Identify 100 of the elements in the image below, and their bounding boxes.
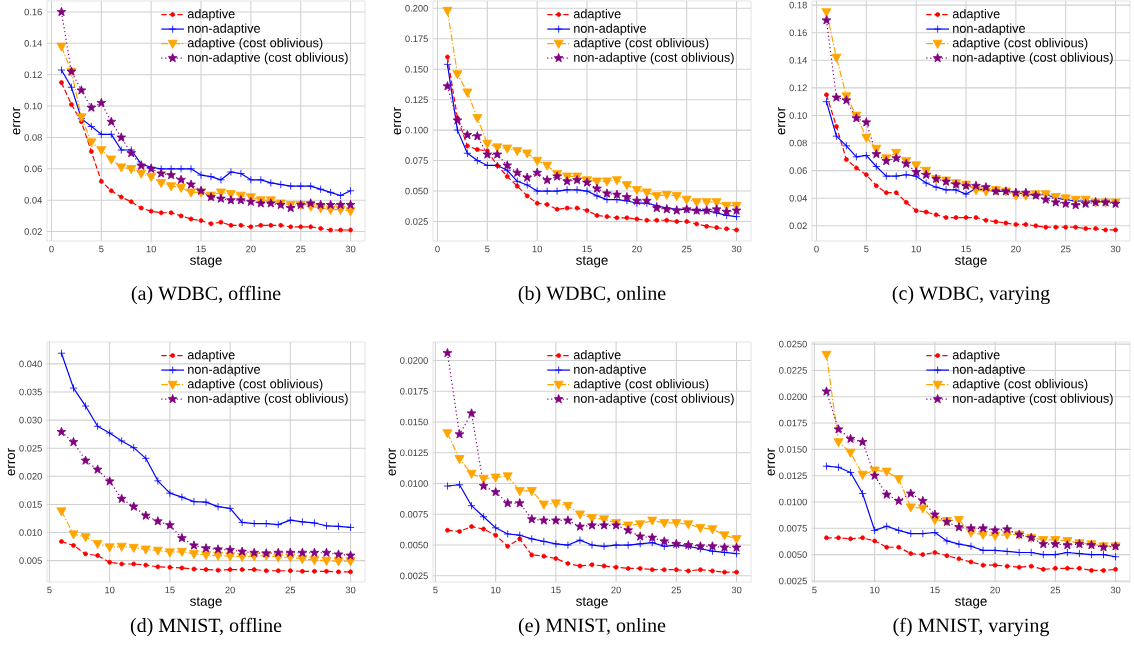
x-tick-label: 10 [105,586,115,594]
y-tick-label: 0.04 [24,196,43,204]
x-axis-title: stage [955,256,987,268]
x-tick-label: 30 [1110,245,1121,253]
x-tick-label: 20 [611,586,621,594]
y-axis-title: error [767,448,775,476]
text: (b) WDBC, online [518,285,666,305]
y-tick-label: 0.005 [19,557,42,564]
x-tick-label: 15 [930,586,940,594]
legend-label: adaptive [187,8,235,21]
x-tick-label: 20 [990,586,1000,594]
legend-label: non-adaptive [953,23,1025,36]
y-tick-label: 0.0100 [779,498,807,506]
x-axis-title: stage [190,597,222,609]
legend-label: non-adaptive [574,23,646,36]
y-tick-label: 0.0200 [779,393,807,401]
x-tick-label: 10 [911,245,922,253]
x-tick-label: 25 [1060,245,1071,253]
legend-label: adaptive [573,8,621,21]
x-tick-label: 30 [345,586,356,594]
y-tick-label: 0.020 [19,473,42,480]
legend-label: adaptive (cost oblivious) [952,379,1088,391]
y-tick-label: 0.030 [19,416,42,424]
x-tick-label: 15 [551,586,561,594]
x-tick-label: 30 [1110,586,1121,594]
x-tick-label: 15 [961,245,971,253]
x-tick-label: 10 [146,245,157,253]
x-tick-label: 25 [295,245,306,253]
text: (f) MNIST, varying [893,617,1050,637]
y-tick-label: 0.0200 [400,357,428,364]
x-tick-label: 30 [731,245,742,253]
x-tick-label: 10 [491,586,501,594]
y-tick-label: 0.010 [19,529,42,536]
legend-label: adaptive (cost oblivious) [187,379,323,391]
text: (a) WDBC, offline [131,285,281,305]
x-tick-label: 15 [196,245,206,253]
y-tick-label: 0.08 [24,134,42,141]
y-tick-label: 0.015 [19,501,42,508]
y-tick-label: 0.16 [24,8,42,16]
text: (d) MNIST, offline [130,617,282,637]
y-tick-label: 0.02 [789,222,807,230]
x-tick-label: 25 [681,245,692,253]
x-tick-label: 5 [47,586,52,594]
y-tick-label: 0.0100 [400,480,428,487]
text: (c) WDBC, varying [892,285,1050,305]
y-tick-label: 0.040 [19,360,42,368]
x-tick-label: 20 [632,245,642,253]
y-tick-label: 0.125 [405,96,428,103]
y-axis-title: error [7,448,16,476]
legend-label: adaptive (cost oblivious) [573,38,709,50]
x-tick-label: 0 [49,245,54,253]
legend-label: adaptive [187,349,235,362]
y-tick-label: 0.0025 [400,572,428,580]
y-tick-label: 0.0075 [779,525,807,532]
text: (e) MNIST, online [518,617,666,637]
y-tick-label: 0.0175 [400,387,428,395]
legend-label: adaptive (cost oblivious) [952,38,1088,50]
x-tick-label: 5 [99,245,104,253]
legend-label: adaptive [573,349,621,362]
y-tick-label: 0.150 [405,65,428,73]
y-tick-label: 0.18 [789,1,807,9]
x-tick-label: 10 [870,586,880,594]
y-tick-label: 0.10 [24,102,42,110]
x-tick-label: 10 [532,245,543,253]
legend-label: adaptive (cost oblivious) [187,38,323,50]
y-tick-label: 0.0050 [779,551,807,558]
y-tick-label: 0.0175 [779,419,807,427]
legend-label: non-adaptive (cost oblivious) [188,52,348,65]
y-tick-label: 0.14 [24,40,43,47]
y-tick-label: 0.0250 [779,340,807,348]
x-tick-label: 15 [165,586,175,594]
x-tick-label: 25 [285,586,296,594]
y-tick-label: 0.0150 [400,418,428,426]
y-tick-label: 0.0125 [400,449,428,457]
x-axis-title: stage [955,597,987,609]
x-tick-label: 20 [246,245,256,253]
legend-label: non-adaptive [188,364,260,377]
legend-label: adaptive [952,8,1000,21]
y-tick-label: 0.0150 [779,446,807,453]
legend-label: non-adaptive (cost oblivious) [574,393,734,406]
y-tick-label: 0.12 [789,84,807,92]
y-tick-label: 0.08 [789,139,807,147]
x-tick-label: 5 [864,245,869,253]
x-tick-label: 20 [225,586,235,594]
x-axis-title: stage [576,256,608,268]
y-axis-title: error [13,107,21,135]
y-tick-label: 0.175 [405,35,428,43]
legend-label: non-adaptive (cost oblivious) [953,393,1113,406]
y-tick-label: 0.06 [789,167,807,174]
x-tick-label: 25 [671,586,682,594]
x-tick-label: 20 [1011,245,1021,253]
y-tick-label: 0.02 [24,228,42,235]
x-tick-label: 5 [485,245,490,253]
y-tick-label: 0.075 [405,157,428,164]
legend-label: non-adaptive [188,23,260,36]
y-tick-label: 0.035 [19,388,42,396]
y-tick-label: 0.10 [789,112,807,119]
x-axis-title: stage [190,256,222,268]
x-tick-label: 5 [433,586,438,594]
x-axis-title: stage [576,597,608,609]
